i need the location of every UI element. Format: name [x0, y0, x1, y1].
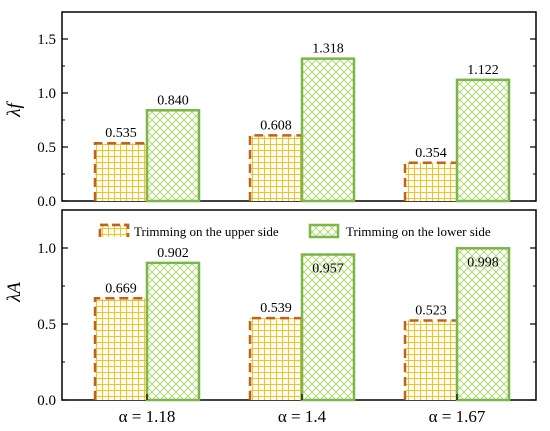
- top-panel: 0.0 0.5 1.0 1.5 λf 0.535 0.840 0.608 1.318 0.354 1…: [4, 11, 537, 210]
- legend-label-upper: Trimming on the upper side: [134, 224, 279, 239]
- bar-upper-fill: [405, 320, 457, 400]
- value-label-upper: 0.608: [260, 118, 292, 133]
- legend-swatch-lower: [308, 223, 340, 239]
- y-tick-label: 1.5: [37, 32, 56, 48]
- bar-upper-fill: [250, 135, 302, 201]
- value-label-lower: 1.122: [467, 63, 499, 78]
- bar-upper-fill: [250, 318, 302, 400]
- bar-lower: [145, 109, 201, 203]
- bar-upper: [93, 141, 147, 201]
- value-label-upper: 0.523: [415, 304, 447, 319]
- x-tick-label: α = 1.4: [278, 407, 327, 426]
- bar-lower: [300, 57, 356, 203]
- y-tick-label: 0.0: [37, 194, 56, 210]
- y-tick-label: 0.5: [37, 140, 56, 156]
- x-tick-label: α = 1.67: [429, 407, 486, 426]
- y-tick-label: 1.0: [37, 241, 56, 257]
- bar-upper: [403, 161, 457, 201]
- bar-lower: [300, 253, 356, 402]
- category-axis-labels: α = 1.18 α = 1.4 α = 1.67: [119, 394, 486, 426]
- y-tick-label: 0.0: [37, 393, 56, 409]
- value-label-lower: 1.318: [312, 42, 344, 57]
- value-label-upper: 0.354: [415, 146, 447, 161]
- bar-upper-fill: [95, 298, 147, 400]
- bar-upper: [93, 297, 147, 400]
- bar-lower: [145, 261, 201, 402]
- legend-label-lower: Trimming on the lower side: [346, 224, 491, 239]
- value-label-lower: 0.840: [157, 93, 189, 108]
- y-axis-title: λf: [4, 101, 25, 118]
- bar-upper: [248, 134, 302, 201]
- bar-upper: [248, 316, 302, 400]
- value-label-lower: 0.998: [467, 255, 499, 270]
- x-tick-label: α = 1.18: [119, 407, 176, 426]
- bar-upper-fill: [95, 143, 147, 201]
- legend-swatch-upper-fill: [100, 225, 128, 237]
- value-label-lower: 0.957: [312, 262, 344, 277]
- value-label-upper: 0.535: [105, 126, 137, 141]
- bar-upper-fill: [405, 162, 457, 201]
- bar-lower: [455, 78, 511, 203]
- value-label-lower: 0.902: [157, 246, 189, 261]
- y-tick-label: 1.0: [37, 86, 56, 102]
- legend: Trimming on the upper side Trimming on th…: [98, 223, 491, 239]
- value-label-upper: 0.669: [105, 281, 137, 296]
- y-axis-title: λA: [4, 282, 25, 303]
- bottom-panel: 0.0 0.5 1.0 λA 0.669 0.902 0.539 0.957 0.523 0.99…: [4, 209, 537, 409]
- bar-upper: [403, 319, 457, 400]
- y-tick-label: 0.5: [37, 317, 56, 333]
- bar-lower: [455, 247, 511, 402]
- legend-swatch-upper-edge: [98, 223, 130, 237]
- value-label-upper: 0.539: [260, 301, 292, 316]
